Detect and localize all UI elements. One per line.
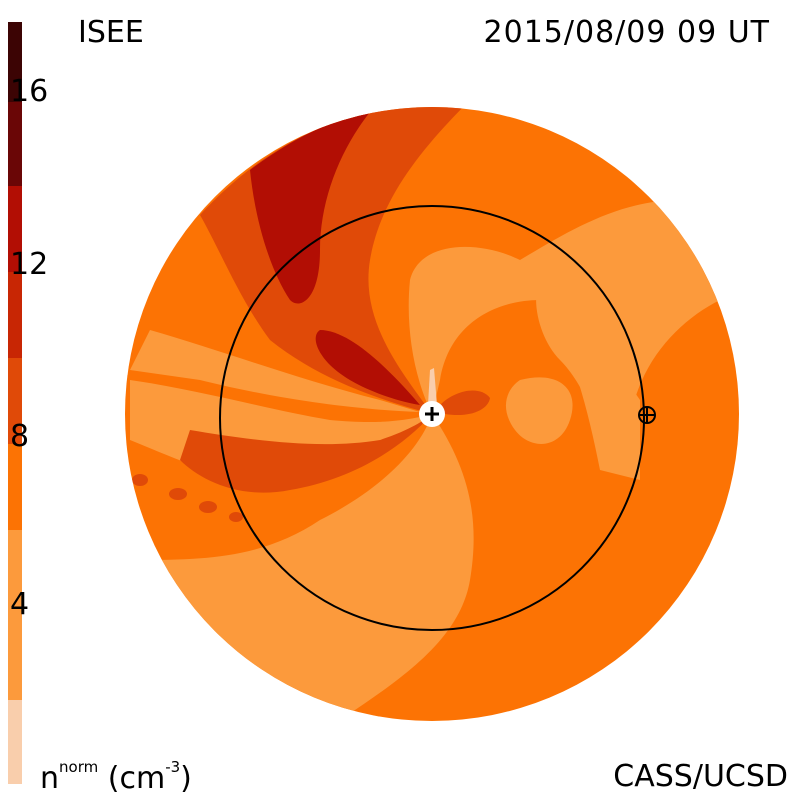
contour-dash-1 [132,474,148,486]
colorbar-tick-8: 8 [10,419,30,454]
earth-marker [638,406,656,424]
colorbar-level-5 [8,186,22,272]
sun-marker [419,401,445,427]
contour-pale-plume [428,368,437,405]
colorbar-tick-16: 16 [10,74,49,109]
unit-exponent: -3 [165,758,181,776]
colorbar-level-4 [8,272,22,358]
unit-label: nnorm (cm-3) [40,760,192,796]
colorbar-level-7 [8,22,22,102]
colorbar-level-0 [8,700,22,784]
contour-dash-2 [169,488,187,500]
colorbar-level-3 [8,358,22,444]
density-contours [125,107,739,721]
org-label: ISEE [78,15,144,50]
contour-dark-nw [250,112,370,304]
contour-light-west-band [130,330,420,412]
colorbar-level-2 [8,444,22,530]
contour-dark-core [315,330,420,405]
unit-close: ) [180,761,192,796]
contour-dash-3 [199,501,217,513]
contour-light-east-lobe [505,377,573,444]
timestamp-label: 2015/08/09 09 UT [483,15,770,50]
earth-orbit-circle [219,205,645,631]
colorbar-level-1 [8,530,22,700]
unit-superscript: norm [59,758,99,776]
contour-light-ne-tongue [536,240,720,470]
density-colorbar [8,22,22,784]
colorbar-tick-4: 4 [10,587,30,622]
contour-mid-sun-east [440,390,490,416]
unit-base: n [40,761,60,796]
credit-label: CASS/UCSD [613,759,788,794]
contour-dash-4 [229,512,243,522]
colorbar-tick-12: 12 [10,247,49,282]
colorbar-level-6 [8,102,22,186]
contour-mid-west [180,414,432,493]
unit-rest: (cm [98,761,166,796]
